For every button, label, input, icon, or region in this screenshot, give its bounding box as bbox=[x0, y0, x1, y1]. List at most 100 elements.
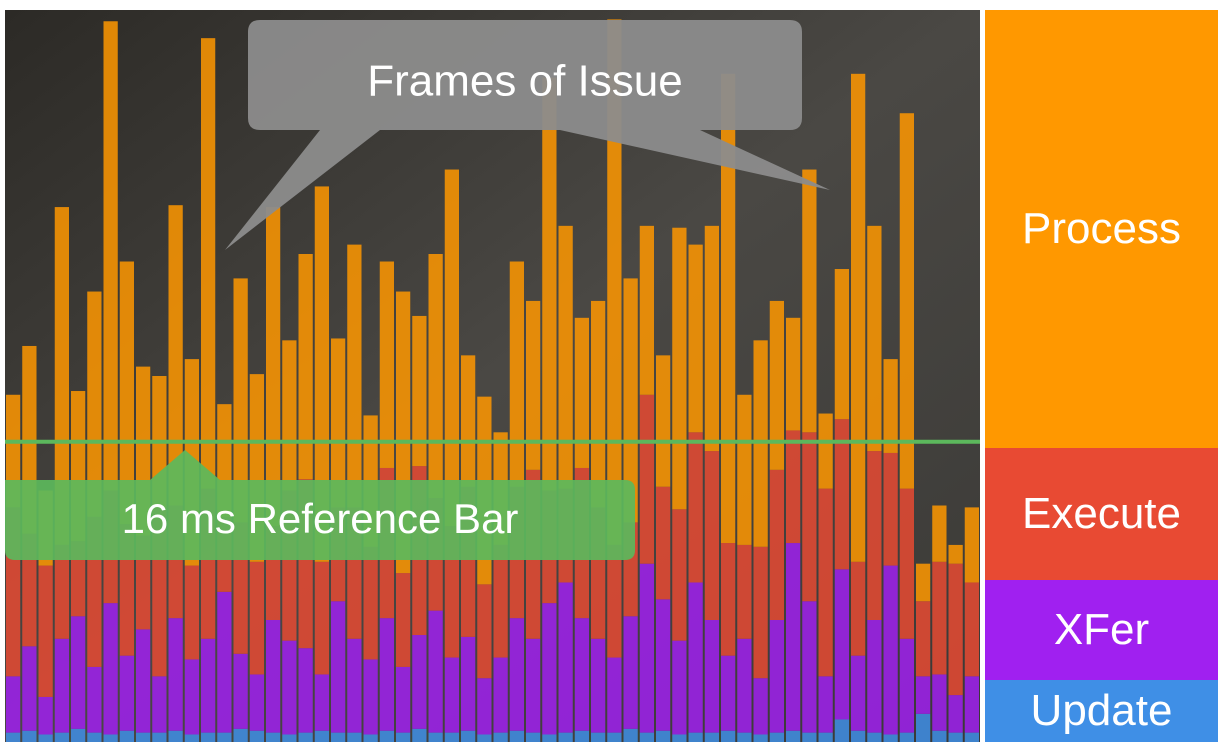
bar-segment bbox=[965, 582, 979, 676]
bar-segment bbox=[656, 355, 670, 486]
bar-segment bbox=[932, 562, 946, 675]
bar-segment bbox=[185, 734, 199, 742]
bar-segment bbox=[656, 487, 670, 600]
bar-segment bbox=[900, 639, 914, 733]
bar-segment bbox=[461, 637, 475, 731]
bar-segment bbox=[6, 733, 20, 742]
bar-segment bbox=[494, 733, 508, 742]
bar-segment bbox=[884, 734, 898, 742]
legend-entry: Update bbox=[985, 680, 1218, 742]
bar-segment bbox=[201, 38, 215, 488]
bar-segment bbox=[217, 733, 231, 742]
bar-segment bbox=[185, 659, 199, 734]
bar-segment bbox=[591, 639, 605, 733]
bar-segment bbox=[494, 658, 508, 733]
bar-segment bbox=[851, 562, 865, 656]
bar-segment bbox=[900, 733, 914, 742]
bar-segment bbox=[819, 489, 833, 677]
bar-segment bbox=[461, 731, 475, 742]
bar-segment bbox=[770, 470, 784, 620]
bar-segment bbox=[591, 301, 605, 507]
bar-segment bbox=[672, 509, 686, 640]
bar-segment bbox=[559, 582, 573, 732]
bar-segment bbox=[380, 262, 394, 468]
bar-segment bbox=[201, 639, 215, 733]
bar-segment bbox=[867, 226, 881, 451]
bar-segment bbox=[250, 562, 264, 675]
annotation: Frames of Issue bbox=[367, 57, 682, 106]
bar-segment bbox=[169, 618, 183, 731]
bar-segment bbox=[510, 262, 524, 487]
bar-segment bbox=[380, 731, 394, 742]
bar-segment bbox=[607, 545, 621, 658]
bar-segment bbox=[851, 656, 865, 731]
bar-segment bbox=[851, 731, 865, 742]
bar-segment bbox=[542, 734, 556, 742]
bar-segment bbox=[299, 648, 313, 732]
bar-segment bbox=[770, 301, 784, 470]
bar-segment bbox=[965, 676, 979, 732]
bar-segment bbox=[884, 566, 898, 735]
bar-segment bbox=[526, 733, 540, 742]
bar-segment bbox=[867, 733, 881, 742]
bar-segment bbox=[185, 566, 199, 660]
bar-segment bbox=[87, 733, 101, 742]
bar-segment bbox=[754, 734, 768, 742]
bar-segment bbox=[266, 733, 280, 742]
bar-segment bbox=[949, 733, 963, 742]
bar-segment bbox=[867, 620, 881, 733]
bar-segment bbox=[559, 226, 573, 489]
bar-segment bbox=[770, 620, 784, 733]
bar-segment bbox=[802, 170, 816, 433]
bar-segment bbox=[396, 573, 410, 667]
bar-segment bbox=[526, 301, 540, 470]
bar-segment bbox=[591, 733, 605, 742]
bar-segment bbox=[364, 734, 378, 742]
bar-segment bbox=[234, 654, 248, 729]
bar-segment bbox=[299, 254, 313, 479]
bar-segment bbox=[819, 676, 833, 732]
bar-segment bbox=[835, 269, 849, 419]
legend-entry: XFer bbox=[985, 580, 1218, 680]
bar-segment bbox=[136, 629, 150, 732]
bar-segment bbox=[250, 731, 264, 742]
bar-segment bbox=[802, 733, 816, 742]
bar-segment bbox=[949, 545, 963, 564]
bar-segment bbox=[672, 228, 686, 510]
bar-segment bbox=[542, 603, 556, 734]
bar-segment bbox=[55, 639, 69, 733]
bar-segment bbox=[640, 226, 654, 395]
bar-segment bbox=[87, 667, 101, 733]
bar-segment bbox=[347, 733, 361, 742]
bar-segment bbox=[737, 639, 751, 733]
bar-segment bbox=[949, 564, 963, 695]
bar-segment bbox=[575, 731, 589, 742]
bar-segment bbox=[6, 676, 20, 732]
bar-segment bbox=[737, 395, 751, 545]
bar-segment bbox=[250, 674, 264, 730]
bar-segment bbox=[835, 569, 849, 719]
bar-segment bbox=[672, 734, 686, 742]
bar-segment bbox=[640, 395, 654, 564]
bar-segment bbox=[624, 729, 638, 742]
bar-segment bbox=[510, 618, 524, 731]
bar-segment bbox=[299, 733, 313, 742]
bar-segment bbox=[412, 635, 426, 729]
bar-segment bbox=[429, 733, 443, 742]
bar-segment bbox=[445, 170, 459, 527]
bar-segment bbox=[412, 729, 426, 742]
bar-segment bbox=[477, 584, 491, 678]
bar-segment bbox=[754, 547, 768, 678]
bar-segment bbox=[22, 646, 36, 730]
bar-segment bbox=[640, 564, 654, 733]
bar-segment bbox=[477, 678, 491, 734]
bar-segment bbox=[71, 616, 85, 729]
bar-segment bbox=[136, 733, 150, 742]
bar-segment bbox=[152, 733, 166, 742]
bar-segment bbox=[916, 714, 930, 742]
bar-segment bbox=[689, 582, 703, 732]
bar-segment bbox=[624, 616, 638, 729]
bar-segment bbox=[315, 562, 329, 675]
bar-segment bbox=[802, 601, 816, 732]
